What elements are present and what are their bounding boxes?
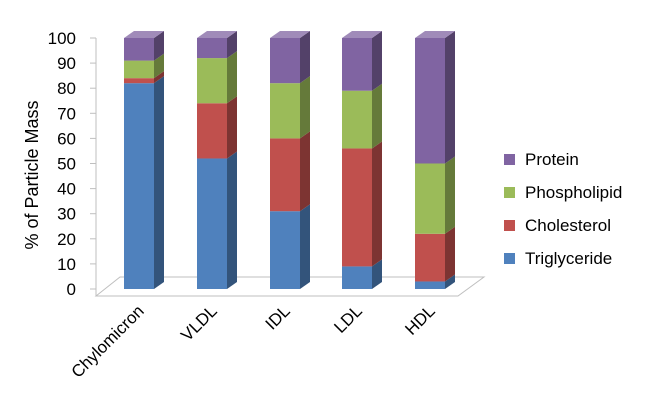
legend-label: Protein	[525, 150, 579, 169]
x-category-label: HDL	[401, 301, 438, 338]
x-category-label: Chylomicron	[68, 301, 148, 381]
bar-side-triglyceride	[372, 259, 382, 289]
bar-side-cholesterol	[445, 226, 455, 282]
y-tick-label: 30	[57, 205, 76, 224]
x-axis-categories: Chylomicron VLDL IDL LDL HDL	[68, 301, 439, 381]
bar-segment-phospholipid	[197, 58, 227, 104]
y-tick-label: 40	[57, 180, 76, 199]
bar-side-phospholipid	[445, 156, 455, 234]
bar-side-triglyceride	[445, 274, 455, 289]
bars	[124, 31, 455, 290]
bar-side-phospholipid	[154, 53, 164, 79]
bar-segment-protein	[197, 38, 227, 59]
bar-segment-triglyceride	[342, 266, 372, 289]
bar-stack-chylomicron	[124, 31, 164, 290]
bar-segment-phospholipid	[342, 90, 372, 149]
y-tick-label: 80	[57, 79, 76, 98]
bar-top-protein	[197, 31, 237, 38]
bar-segment-cholesterol	[197, 103, 227, 159]
bar-stack-hdl	[415, 31, 455, 289]
legend-swatch	[504, 253, 515, 264]
bar-side-protein	[445, 31, 455, 164]
bar-side-protein	[154, 31, 164, 61]
legend-label: Phospholipid	[525, 183, 622, 202]
legend-item-cholesterol: Cholesterol	[504, 216, 611, 235]
y-axis: 0 10 20 30 40 50 60 70 80 90 100	[48, 29, 97, 299]
bar-stack-ldl	[342, 31, 382, 289]
bar-side-protein	[300, 31, 310, 84]
bar-side-cholesterol	[227, 96, 237, 159]
legend-item-triglyceride: Triglyceride	[504, 249, 612, 268]
bar-side-protein	[227, 31, 237, 59]
legend-swatch	[504, 220, 515, 231]
legend-item-phospholipid: Phospholipid	[504, 183, 622, 202]
bar-top-protein	[270, 31, 310, 38]
bar-segment-cholesterol	[415, 233, 445, 282]
bar-side-triglyceride	[300, 204, 310, 289]
y-tick-label: 20	[57, 230, 76, 249]
bar-segment-protein	[342, 38, 372, 91]
bar-segment-cholesterol	[270, 138, 300, 212]
bar-segment-cholesterol	[124, 78, 154, 84]
bar-segment-protein	[415, 38, 445, 164]
legend: Protein Phospholipid Cholesterol Triglyceri…	[504, 150, 622, 268]
y-tick-label: 70	[57, 104, 76, 123]
y-tick-label: 0	[67, 280, 76, 299]
bar-segment-triglyceride	[197, 158, 227, 289]
bar-side-protein	[372, 31, 382, 91]
bar-side-phospholipid	[227, 51, 237, 104]
x-category-label: VLDL	[177, 301, 221, 345]
x-category-label: LDL	[330, 301, 365, 336]
bar-stack-idl	[270, 31, 310, 289]
bar-side-triglyceride	[227, 151, 237, 289]
bar-segment-cholesterol	[342, 148, 372, 267]
y-tick-label: 10	[57, 255, 76, 274]
bar-stack-vldl	[197, 31, 237, 289]
bar-side-cholesterol	[372, 141, 382, 267]
bar-top-protein	[342, 31, 382, 38]
bar-top-protein	[415, 31, 455, 38]
y-tick-label: 100	[48, 29, 76, 48]
legend-swatch	[504, 187, 515, 198]
bar-side-phospholipid	[300, 76, 310, 139]
bar-segment-phospholipid	[415, 163, 445, 234]
y-tick-label: 60	[57, 129, 76, 148]
legend-label: Cholesterol	[525, 216, 611, 235]
bar-segment-phospholipid	[270, 83, 300, 139]
bar-segment-phospholipid	[124, 60, 154, 79]
bar-segment-protein	[270, 38, 300, 84]
y-tick-label: 90	[57, 54, 76, 73]
bar-top-protein	[124, 31, 164, 38]
legend-label: Triglyceride	[525, 249, 612, 268]
bar-segment-triglyceride	[270, 211, 300, 289]
bar-side-triglyceride	[154, 76, 164, 290]
legend-item-protein: Protein	[504, 150, 579, 169]
x-category-label: IDL	[262, 301, 294, 333]
legend-swatch	[504, 154, 515, 165]
bar-side-cholesterol	[300, 131, 310, 212]
bar-segment-triglyceride	[415, 281, 445, 289]
bar-segment-triglyceride	[124, 83, 154, 290]
bar-side-phospholipid	[372, 83, 382, 149]
bar-side-cholesterol	[154, 71, 164, 84]
y-axis-label: % of Particle Mass	[22, 100, 42, 249]
bar-segment-protein	[124, 38, 154, 61]
y-tick-label: 50	[57, 155, 76, 174]
